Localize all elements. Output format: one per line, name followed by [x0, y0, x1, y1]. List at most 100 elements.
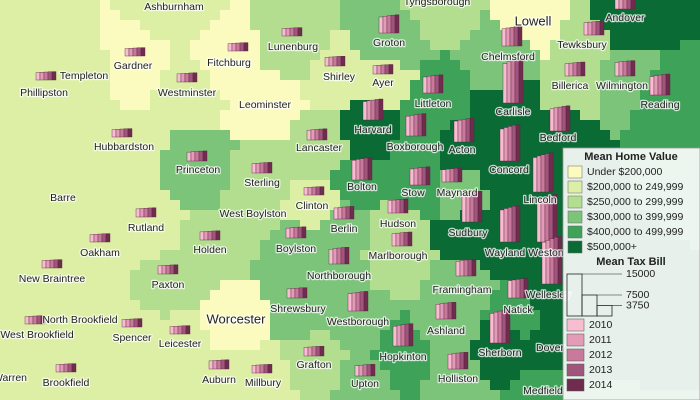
region-cell — [330, 290, 341, 301]
region-cell — [90, 90, 101, 101]
region-cell — [150, 150, 161, 161]
region-cell — [20, 50, 31, 61]
tax-bar — [407, 231, 413, 247]
region-cell — [450, 80, 461, 91]
region-cell — [680, 30, 691, 41]
region-cell — [290, 330, 301, 341]
region-cell — [680, 50, 691, 61]
region-cell — [0, 90, 11, 101]
region-cell — [110, 40, 121, 51]
region-cell — [440, 100, 451, 111]
region-cell — [190, 360, 201, 371]
region-cell — [470, 250, 481, 261]
region-cell — [200, 240, 211, 251]
region-cell — [10, 80, 21, 91]
region-cell — [430, 120, 441, 131]
region-cell — [390, 350, 401, 361]
region-cell — [360, 320, 371, 331]
region-cell — [40, 30, 51, 41]
region-cell — [150, 20, 161, 31]
region-cell — [330, 390, 341, 400]
region-cell — [240, 380, 251, 391]
year-swatch — [566, 363, 585, 377]
region-cell — [440, 10, 451, 21]
tax-bar — [181, 325, 187, 335]
region-cell — [160, 0, 171, 11]
region-cell — [220, 60, 231, 71]
region-cell — [380, 10, 391, 21]
region-cell — [170, 90, 181, 101]
region-cell — [120, 70, 131, 81]
region-cell — [250, 30, 261, 41]
region-cell — [690, 140, 700, 151]
region-cell — [430, 330, 441, 341]
region-cell — [130, 60, 141, 71]
region-cell — [300, 240, 311, 251]
region-cell — [530, 210, 541, 221]
region-cell — [220, 100, 231, 111]
region-cell — [480, 170, 491, 181]
region-cell — [40, 170, 51, 181]
region-cell — [310, 310, 321, 321]
region-cell — [90, 110, 101, 121]
region-cell — [60, 210, 71, 221]
region-cell — [240, 20, 251, 31]
region-cell — [540, 350, 551, 361]
region-cell — [150, 290, 161, 301]
region-cell — [150, 100, 161, 111]
region-cell — [550, 380, 561, 391]
region-cell — [450, 280, 461, 291]
region-cell — [620, 30, 631, 41]
region-cell — [300, 60, 311, 71]
region-cell — [370, 330, 381, 341]
tax-bar — [281, 28, 287, 37]
region-cell — [130, 300, 141, 311]
region-cell — [320, 320, 331, 331]
region-cell — [670, 10, 681, 21]
region-cell — [110, 50, 121, 61]
region-cell — [520, 320, 531, 331]
region-cell — [170, 30, 181, 41]
region-cell — [20, 20, 31, 31]
region-cell — [480, 330, 491, 341]
region-cell — [400, 0, 411, 11]
region-cell — [330, 140, 341, 151]
region-cell — [330, 220, 341, 231]
region-cell — [540, 60, 551, 71]
region-cell — [110, 10, 121, 21]
tax-bar — [302, 287, 308, 299]
region-cell — [540, 90, 551, 101]
region-cell — [330, 120, 341, 131]
region-cell — [380, 390, 391, 400]
region-cell — [410, 60, 421, 71]
region-cell — [510, 20, 521, 31]
region-cell — [470, 100, 481, 111]
region-cell — [510, 100, 521, 111]
region-cell — [430, 20, 441, 31]
tax-bar — [315, 346, 321, 357]
region-cell — [440, 230, 451, 241]
region-cell — [390, 120, 401, 131]
region-cell — [30, 220, 41, 231]
tax-bar — [363, 157, 369, 181]
region-cell — [340, 340, 351, 351]
region-cell — [430, 150, 441, 161]
region-cell — [10, 140, 21, 151]
region-cell — [160, 70, 171, 81]
region-cell — [430, 90, 441, 101]
region-cell — [430, 390, 441, 400]
tax-bar — [445, 168, 451, 183]
region-cell — [210, 120, 221, 131]
region-cell — [270, 350, 281, 361]
region-cell — [280, 100, 291, 111]
region-cell — [230, 340, 241, 351]
region-cell — [70, 370, 81, 381]
region-cell — [640, 30, 651, 41]
region-cell — [80, 360, 91, 371]
region-cell — [260, 130, 271, 141]
tax-bar — [57, 259, 63, 269]
region-cell — [140, 200, 151, 211]
region-cell — [500, 240, 511, 251]
region-cell — [540, 390, 551, 400]
region-cell — [370, 300, 381, 311]
